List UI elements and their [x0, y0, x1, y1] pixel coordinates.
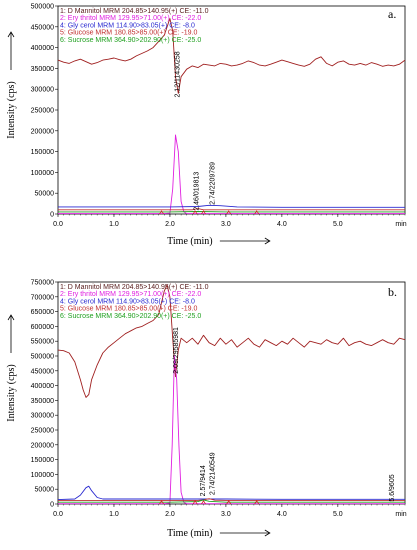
chromatogram-panel-a: 0 50000 100000 150000 200000 250000 300000 3500…	[6, 4, 407, 248]
panel-a-y-tick-label: 500000	[31, 4, 54, 11]
panel-b-y-tick-label: 500000	[31, 354, 54, 361]
panel-b-y-tick-label: 250000	[31, 428, 54, 435]
panel-a-peak-label: 2.74/2209789	[209, 162, 216, 205]
panel-b-x-tick-label: 0.0	[53, 511, 63, 518]
panel-b-x-unit-label: min	[395, 511, 406, 518]
panel-a-series-1-line	[57, 18, 406, 94]
panel-a-legend-entry: 1: D Mannitol MRM 204.85>140.95(+) CE: -…	[60, 8, 209, 15]
panel-a-y-axis-arrowhead	[7, 31, 15, 38]
panel-a-x-unit-label: min	[395, 221, 406, 228]
panel-b-x-tick-label: 3.0	[221, 511, 231, 518]
panel-b-y-axis-label: Intensity (cps)	[6, 364, 17, 422]
panel-b-baseline-marker	[192, 500, 198, 505]
panel-a-baseline-marker	[201, 210, 206, 215]
panel-a-x-tick-label: 1.0	[109, 221, 119, 228]
panel-a-x-axis-arrowhead	[264, 237, 271, 245]
panel-a-baseline-marker	[226, 210, 232, 215]
panel-a-series-4-line	[58, 208, 405, 211]
panel-b-legend-entry: 2: Ery thritol MRM 129.95>71.00(+) CE: -…	[60, 291, 201, 298]
panel-b-y-tick-label: 750000	[31, 280, 54, 287]
panel-b-panel-letter: b.	[388, 285, 397, 299]
panel-b-y-tick-label: 200000	[31, 442, 54, 449]
panel-b-y-tick-label: 600000	[31, 324, 54, 331]
panel-b-series-5-line	[58, 499, 405, 503]
panel-a-y-tick-label: 300000	[31, 87, 54, 94]
panel-b-series-2-line	[58, 355, 405, 505]
panel-b-legend-entry: 1: D Mannitol MRM 204.85>140.95(+) CE: -…	[60, 284, 209, 291]
panel-b-baseline-marker	[226, 500, 232, 505]
panel-b-legend-entry: 6: Sucrose MRM 364.90>202.90(+) CE: -25.…	[60, 313, 201, 320]
panel-b-peak-label: 5.6/9605	[389, 474, 396, 501]
panel-a-y-tick-label: 450000	[31, 24, 54, 31]
panel-a-legend-entry: 6: Sucrose MRM 364.90>202.90(+) CE: -25.…	[60, 37, 201, 44]
panel-a-y-axis-label: Intensity (cps)	[6, 81, 17, 139]
panel-a-y-tick-label: 150000	[31, 149, 54, 156]
panel-a-x-axis-label: Time (min)	[167, 236, 212, 247]
panel-a-y-tick-label: 0	[50, 212, 54, 219]
panel-a-legend-entry: 4: Gly cerol MRM 114.90>83.05(+) CE: -8.…	[60, 22, 195, 29]
panel-a-series-2-line	[58, 134, 405, 215]
panel-b-y-tick-label: 350000	[31, 398, 54, 405]
panel-a-y-tick-label: 250000	[31, 108, 54, 115]
panel-b-peak-label: 2.09/29585981	[173, 327, 180, 374]
panel-b-peak-label: 2.57/9414	[200, 465, 207, 496]
panel-b-series-1-line	[57, 284, 406, 398]
panel-b-series-3-line	[57, 485, 405, 501]
panel-b-peak-label: 2.74/2140549	[209, 452, 216, 495]
panel-a-x-tick-label: 0.0	[53, 221, 63, 228]
panel-b-y-tick-label: 300000	[31, 413, 54, 420]
panel-a-peak-label: 2.12/11430258	[175, 51, 182, 97]
panel-b-baseline-marker	[254, 500, 260, 505]
panel-b-x-tick-label: 4.0	[277, 511, 287, 518]
panel-a-y-tick-label: 100000	[31, 170, 54, 177]
panel-a-series-3-line	[58, 204, 405, 208]
panel-b-x-tick-label: 1.0	[109, 511, 119, 518]
panel-a-baseline-marker	[159, 210, 164, 215]
panel-a-y-tick-label: 400000	[31, 45, 54, 52]
panel-b-baseline-marker	[201, 500, 206, 505]
panel-b-legend-entry: 5: Glucose MRM 180.85>85.00(+) CE: -19.0	[60, 306, 197, 313]
panel-b-y-tick-label: 0	[50, 502, 54, 509]
panel-b-y-tick-label: 150000	[31, 457, 54, 464]
panel-a-legend-entry: 5: Glucose MRM 180.85>85.00(+) CE: -19.0	[60, 30, 197, 37]
panel-b-y-tick-label: 550000	[31, 339, 54, 346]
panel-b-series-4-line	[58, 498, 405, 501]
panel-a-baseline-marker	[254, 210, 260, 215]
panel-a-y-tick-label: 350000	[31, 66, 54, 73]
panel-a-legend-entry: 2: Ery thritol MRM 129.95>71.00(+) CE: -…	[60, 15, 201, 22]
panel-a-baseline-marker	[192, 210, 198, 215]
panel-a-x-tick-label: 3.0	[221, 221, 231, 228]
panel-a-x-tick-label: 5.0	[333, 221, 343, 228]
panel-b-y-tick-label: 650000	[31, 309, 54, 316]
panel-a-letter-bg	[382, 7, 402, 22]
panel-b-letter-bg	[382, 285, 402, 300]
panel-b-y-tick-label: 400000	[31, 383, 54, 390]
panel-a-y-tick-label: 50000	[35, 191, 55, 198]
panel-a-y-tick-label: 200000	[31, 128, 54, 135]
panel-b-y-tick-label: 50000	[35, 487, 55, 494]
panel-b-x-tick-label: 2.0	[165, 511, 175, 518]
panel-b-x-axis-label: Time (min)	[167, 528, 212, 539]
panel-a-x-tick-label: 4.0	[277, 221, 287, 228]
chromatogram-panel-b: 0 50000 100000 150000 200000 250000 300000 3500…	[6, 280, 407, 540]
panel-b-baseline-marker	[159, 500, 164, 505]
panel-a-panel-letter: a.	[388, 7, 396, 21]
panel-b-y-tick-label: 700000	[31, 294, 54, 301]
panel-a-peak-label: 2.46/019813	[194, 172, 201, 211]
panel-b-x-axis-arrowhead	[264, 529, 271, 537]
panel-a-x-tick-label: 2.0	[165, 221, 175, 228]
panel-b-y-tick-label: 100000	[31, 472, 54, 479]
panel-b-y-axis-arrowhead	[7, 314, 15, 321]
panel-b-x-tick-label: 5.0	[333, 511, 343, 518]
panel-b-y-tick-label: 450000	[31, 368, 54, 375]
panel-b-legend-entry: 4: Gly cerol MRM 114.90>83.05(+) CE: -8.…	[60, 298, 195, 305]
